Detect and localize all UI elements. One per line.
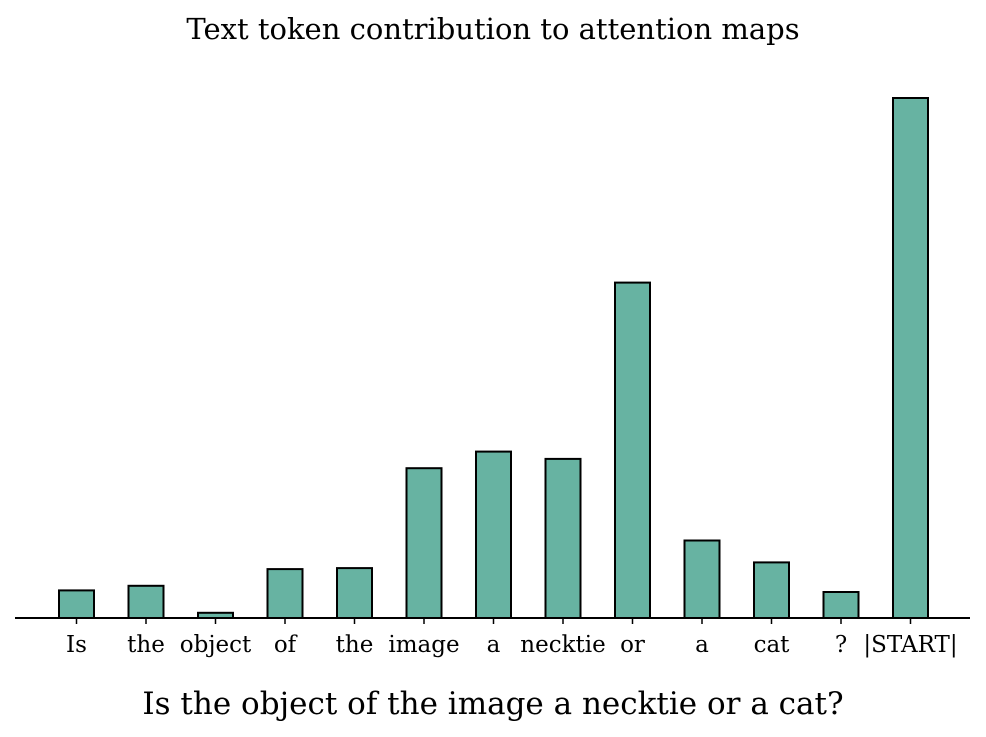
- chart-title: Text token contribution to attention map…: [186, 12, 799, 46]
- x-tick-label-0: Is: [66, 632, 87, 658]
- x-tick-label-5: image: [388, 632, 459, 658]
- x-tick-label-6: a: [487, 632, 501, 658]
- x-tick-label-2: object: [180, 632, 252, 658]
- bar-0: [58, 589, 95, 620]
- x-tick-label-7: necktie: [520, 632, 605, 658]
- bar-8: [614, 281, 651, 619]
- bar-7: [544, 457, 582, 619]
- x-tick-label-11: ?: [835, 632, 847, 658]
- x-tick-label-8: or: [620, 632, 645, 658]
- bar-1: [127, 584, 165, 619]
- x-axis-label: Is the object of the image a necktie or …: [142, 686, 843, 722]
- x-tick-label-12: |START|: [863, 632, 957, 658]
- bars-group: [58, 97, 929, 620]
- x-tick-label-1: the: [127, 632, 165, 658]
- bar-10: [753, 561, 790, 620]
- bar-11: [822, 591, 860, 619]
- x-ticks-group: Is the object of the image a necktie or a cat? |STA…: [66, 618, 958, 658]
- bar-6: [475, 450, 512, 619]
- bar-4: [336, 567, 373, 619]
- bar-5: [405, 467, 443, 620]
- x-tick-label-10: cat: [754, 632, 791, 658]
- x-tick-label-4: the: [336, 632, 374, 658]
- bar-3: [266, 568, 304, 619]
- bar-12: [892, 97, 929, 619]
- x-tick-label-3: of: [274, 632, 298, 658]
- bar-9: [683, 539, 721, 619]
- x-tick-label-9: a: [695, 632, 709, 658]
